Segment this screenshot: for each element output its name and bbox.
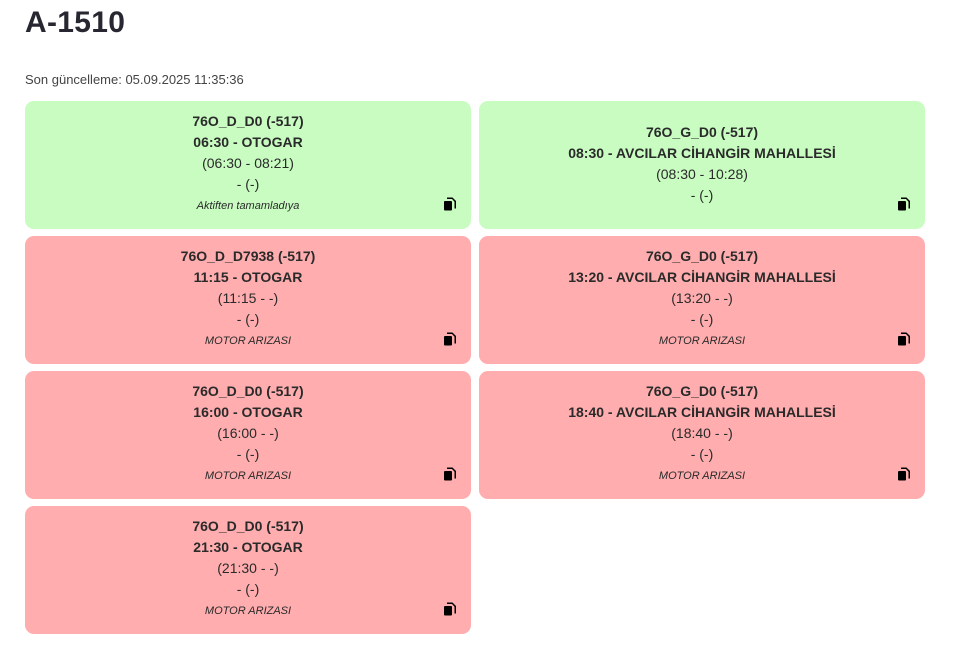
trip-departure: 16:00 - OTOGAR <box>193 404 303 420</box>
trip-times: (08:30 - 10:28) <box>656 166 748 182</box>
copy-icon[interactable] <box>897 467 911 481</box>
trip-note: MOTOR ARIZASI <box>658 470 746 482</box>
trip-card: 76O_D_D0 (-517) 06:30 - OTOGAR (06:30 - … <box>25 101 471 229</box>
trip-extra: - (-) <box>690 187 714 203</box>
trip-extra: - (-) <box>690 446 714 462</box>
trip-times: (21:30 - -) <box>217 560 279 576</box>
copy-icon[interactable] <box>443 467 457 481</box>
trip-departure: 21:30 - OTOGAR <box>193 539 303 555</box>
trip-times: (18:40 - -) <box>671 425 733 441</box>
trip-card: 76O_G_D0 (-517) 08:30 - AVCILAR CİHANGİR… <box>479 101 925 229</box>
trip-extra: - (-) <box>690 311 714 327</box>
copy-icon[interactable] <box>443 332 457 346</box>
trip-note: MOTOR ARIZASI <box>658 335 746 347</box>
trip-extra: - (-) <box>236 446 260 462</box>
trip-card: 76O_D_D7938 (-517) 11:15 - OTOGAR (11:15… <box>25 236 471 364</box>
trip-times: (06:30 - 08:21) <box>202 155 294 171</box>
trip-departure: 11:15 - OTOGAR <box>193 269 303 285</box>
copy-icon[interactable] <box>897 332 911 346</box>
copy-icon[interactable] <box>897 197 911 211</box>
last-update-text: Son güncelleme: 05.09.2025 11:35:36 <box>25 72 244 87</box>
trip-card: 76O_D_D0 (-517) 16:00 - OTOGAR (16:00 - … <box>25 371 471 499</box>
copy-icon[interactable] <box>443 602 457 616</box>
trip-line-code: 76O_D_D0 (-517) <box>192 518 304 534</box>
trip-note: Aktiften tamamladıya <box>196 200 300 212</box>
trip-line-code: 76O_G_D0 (-517) <box>645 124 759 140</box>
copy-icon[interactable] <box>443 197 457 211</box>
trip-departure: 06:30 - OTOGAR <box>193 134 303 150</box>
trip-line-code: 76O_D_D0 (-517) <box>192 383 304 399</box>
trip-times: (11:15 - -) <box>217 290 279 306</box>
trip-card: 76O_G_D0 (-517) 13:20 - AVCILAR CİHANGİR… <box>479 236 925 364</box>
trip-line-code: 76O_G_D0 (-517) <box>645 248 759 264</box>
page-title: A-1510 <box>25 6 126 39</box>
trip-card: 76O_D_D0 (-517) 21:30 - OTOGAR (21:30 - … <box>25 506 471 634</box>
trip-extra: - (-) <box>236 311 260 327</box>
trip-card: 76O_G_D0 (-517) 18:40 - AVCILAR CİHANGİR… <box>479 371 925 499</box>
trip-departure: 18:40 - AVCILAR CİHANGİR MAHALLESİ <box>568 404 836 420</box>
trip-departure: 13:20 - AVCILAR CİHANGİR MAHALLESİ <box>568 269 836 285</box>
trip-note: MOTOR ARIZASI <box>204 605 292 617</box>
trip-extra: - (-) <box>236 176 260 192</box>
trip-line-code: 76O_D_D7938 (-517) <box>180 248 316 264</box>
trip-note: MOTOR ARIZASI <box>204 470 292 482</box>
trip-card-grid: 76O_D_D0 (-517) 06:30 - OTOGAR (06:30 - … <box>25 101 925 634</box>
trip-departure: 08:30 - AVCILAR CİHANGİR MAHALLESİ <box>568 145 836 161</box>
trip-times: (16:00 - -) <box>217 425 279 441</box>
trip-line-code: 76O_G_D0 (-517) <box>645 383 759 399</box>
trip-extra: - (-) <box>236 581 260 597</box>
trip-times: (13:20 - -) <box>671 290 733 306</box>
trip-note: MOTOR ARIZASI <box>204 335 292 347</box>
trip-line-code: 76O_D_D0 (-517) <box>192 113 304 129</box>
